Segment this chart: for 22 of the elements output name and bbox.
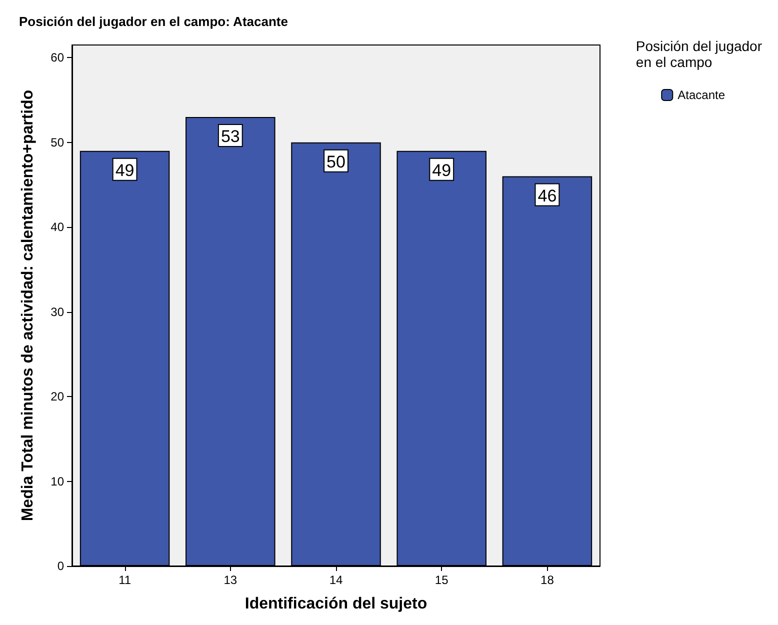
data-label: 46: [538, 186, 557, 206]
y-tick-label: 10: [50, 474, 64, 488]
x-tick-label: 14: [329, 573, 343, 587]
x-tick-label: 15: [434, 573, 449, 587]
legend-label: Atacante: [678, 88, 726, 102]
x-tick-label: 11: [118, 573, 132, 587]
y-tick-label: 20: [50, 390, 64, 404]
data-label: 53: [220, 127, 240, 146]
y-tick-label: 30: [50, 304, 64, 319]
x-tick-label: 13: [224, 573, 238, 587]
y-tick-label: 60: [50, 50, 64, 65]
y-tick-label: 50: [50, 135, 64, 150]
legend-title: Posición del jugador en el campo: [636, 38, 762, 70]
y-axis-title: Media Total minutos de actividad: calentamiento+partido: [20, 90, 36, 522]
data-label: 49: [115, 160, 134, 180]
data-label: 49: [432, 160, 452, 180]
x-tick-label: 18: [540, 573, 554, 587]
x-axis-title: Identificación del sujeto: [244, 596, 428, 612]
y-tick-label: 40: [50, 220, 64, 234]
y-tick-label: 0: [57, 559, 64, 573]
data-label: 50: [326, 152, 346, 172]
chart-title: Posición del jugador en el campo: Atacante: [19, 14, 288, 29]
